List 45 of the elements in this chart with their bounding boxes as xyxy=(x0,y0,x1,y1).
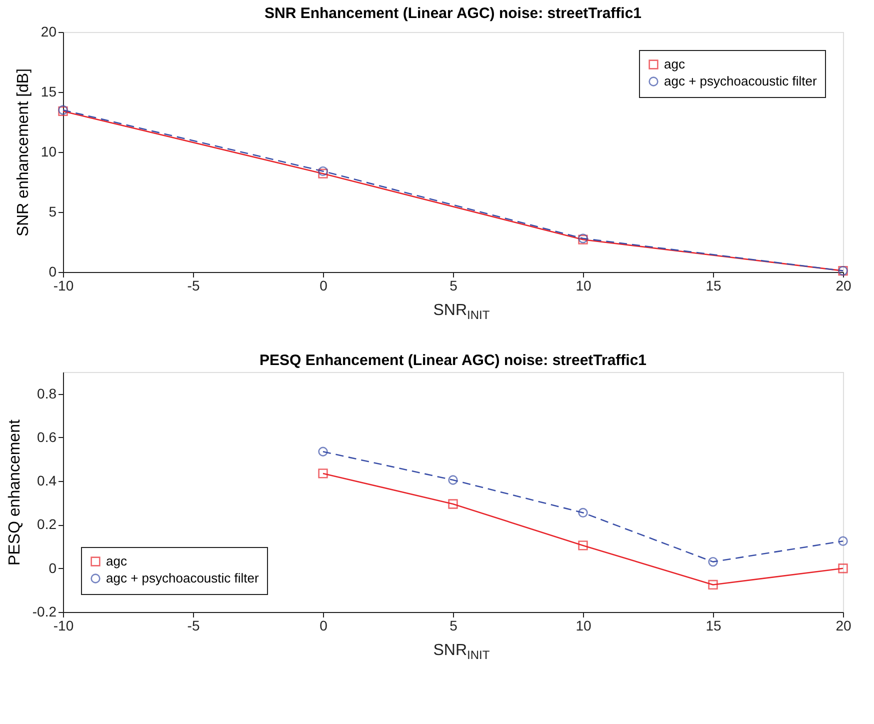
x-tick-label: -10 xyxy=(53,278,74,294)
point xyxy=(578,508,588,518)
x-tick-label: 10 xyxy=(576,618,592,634)
y-axis-title: SNR enhancement [dB] xyxy=(14,68,32,237)
y-tick-label: 0 xyxy=(48,264,57,280)
point xyxy=(318,166,328,176)
y-tick-label: 0.2 xyxy=(37,516,57,532)
x-tick-label: 5 xyxy=(450,278,458,294)
legend-label: agc + psychoacoustic filter xyxy=(106,570,260,586)
y-tick-label: 10 xyxy=(40,144,57,160)
legend-label: agc xyxy=(664,56,686,72)
x-tick-label: 15 xyxy=(706,618,722,634)
y-tick-label: -0.2 xyxy=(32,604,57,620)
point xyxy=(708,580,718,590)
point xyxy=(318,168,328,178)
x-tick-label: -5 xyxy=(187,618,200,634)
x-tick-label: -10 xyxy=(53,618,74,634)
x-tick-label: 0 xyxy=(320,618,328,634)
y-tick-label: 0.8 xyxy=(37,385,57,402)
x-tick-label: 20 xyxy=(836,618,852,634)
point xyxy=(318,468,328,478)
x-tick-label: 5 xyxy=(450,618,458,634)
point xyxy=(448,499,458,509)
point xyxy=(578,540,588,550)
legend-label: agc + psychoacoustic filter xyxy=(664,74,818,88)
point xyxy=(448,475,458,485)
point xyxy=(838,564,848,574)
y-tick-label: 0.6 xyxy=(37,428,57,445)
x-tick-label: 0 xyxy=(320,278,328,294)
point xyxy=(318,446,328,456)
x-tick-label: 20 xyxy=(836,278,852,294)
y-axis-title: PESQ enhancement xyxy=(6,419,24,566)
chart-title: SNR Enhancement (Linear AGC) noise: streetTraffic1 xyxy=(264,5,642,22)
y-tick-label: 20 xyxy=(40,24,57,40)
y-tick-label: 0 xyxy=(48,560,57,576)
x-tick-label: 10 xyxy=(576,278,592,294)
x-tick-label: 15 xyxy=(706,278,722,294)
y-tick-label: 15 xyxy=(40,84,57,100)
y-tick-label: 0.4 xyxy=(37,472,57,489)
point xyxy=(838,536,848,546)
legend-label: agc xyxy=(106,554,128,568)
y-tick-label: 5 xyxy=(48,204,57,220)
point xyxy=(708,556,718,567)
x-tick-label: -5 xyxy=(187,278,200,294)
chart-title: PESQ Enhancement (Linear AGC) noise: streetTraffic1 xyxy=(259,352,647,369)
